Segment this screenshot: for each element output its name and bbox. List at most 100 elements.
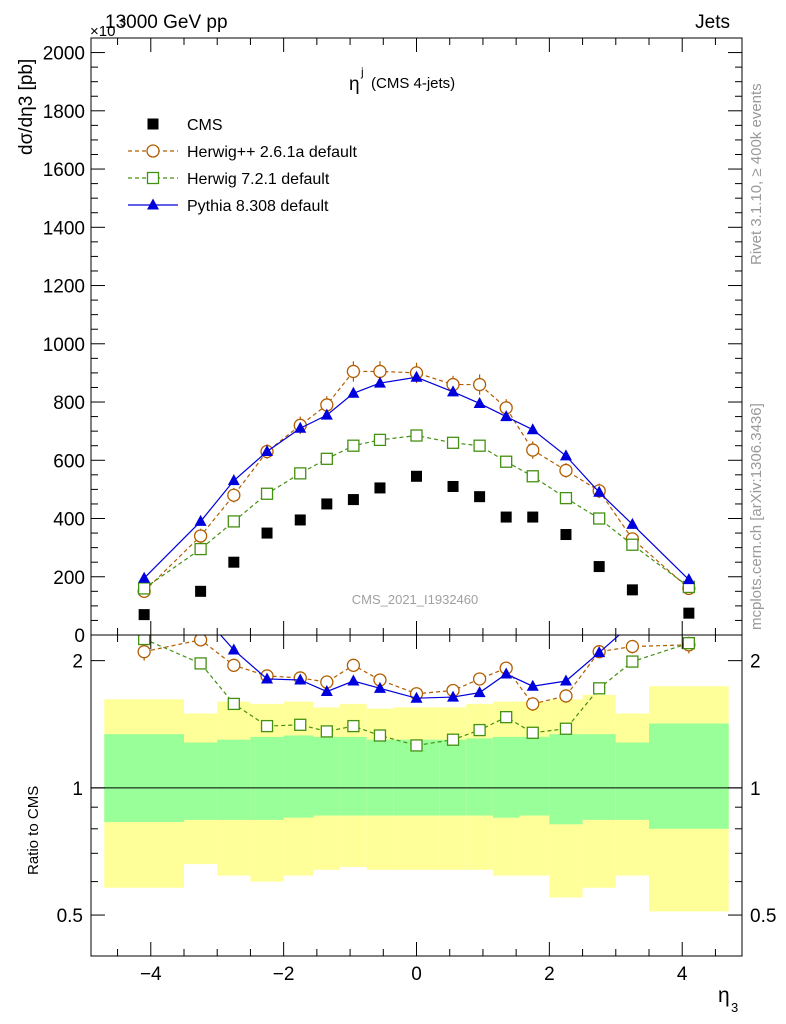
ratio-point-herwig-7-2-1-default bbox=[446, 733, 460, 746]
main-point-cms bbox=[228, 556, 240, 568]
x-tick-label: 0 bbox=[411, 964, 422, 985]
x-tick-label: 4 bbox=[677, 964, 688, 985]
ratio-point-herwig-7-2-1-default bbox=[320, 725, 333, 738]
main-point-pythia-8-308-default bbox=[410, 370, 423, 382]
main-point-herwig-2-6-1a-default bbox=[227, 488, 241, 502]
ratio-point-pythia-8-308-default bbox=[373, 681, 386, 693]
x-axis-label: η bbox=[718, 984, 730, 1007]
main-point-pythia-8-308-default bbox=[559, 449, 572, 461]
main-point-pythia-8-308-default bbox=[682, 573, 695, 585]
ratio-y-axis-label: Ratio to CMS bbox=[25, 786, 42, 875]
ratio-y-tick-label-left: 2 bbox=[72, 652, 83, 673]
main-y-tick-label: 1800 bbox=[43, 102, 85, 123]
ratio-y-tick-label-left: 1 bbox=[72, 779, 83, 800]
ratio-band-inner bbox=[649, 723, 729, 829]
ratio-point-pythia-8-308-default bbox=[526, 679, 539, 691]
legend-label-herwig-2-6-1a-default: Herwig++ 2.6.1a default bbox=[187, 144, 357, 161]
main-point-cms bbox=[261, 527, 273, 539]
legend-marker-herwig-7-2-1-default bbox=[146, 171, 160, 185]
main-point-herwig-2-6-1a-default bbox=[346, 364, 361, 379]
ratio-band-inner bbox=[492, 736, 520, 818]
main-point-pythia-8-308-default bbox=[227, 474, 240, 486]
plot-title-text: (CMS 4-jets) bbox=[371, 75, 455, 92]
main-point-pythia-8-308-default bbox=[473, 396, 486, 408]
ratio-point-herwig-7-2-1-default bbox=[137, 635, 151, 646]
ratio-y-tick-label-left: 0.5 bbox=[57, 906, 83, 927]
main-point-herwig-7-2-1-default bbox=[227, 515, 240, 528]
ratio-point-herwig-2-6-1a-default bbox=[526, 697, 540, 711]
rivet-version-label: Rivet 3.1.10, ≥ 400k events bbox=[748, 83, 765, 265]
x-tick-label: −2 bbox=[273, 964, 295, 985]
plot-title-symbol: η bbox=[349, 74, 360, 95]
ratio-point-herwig-7-2-1-default bbox=[227, 697, 240, 711]
ratio-point-pythia-8-308-default bbox=[593, 646, 606, 658]
main-point-herwig-7-2-1-default bbox=[559, 491, 573, 505]
exponent-multiplier: ×10 bbox=[90, 23, 115, 40]
main-y-tick-label: 1600 bbox=[43, 160, 85, 181]
ratio-band-inner bbox=[184, 742, 218, 820]
main-point-herwig-7-2-1-default bbox=[446, 436, 460, 449]
ratio-band-inner bbox=[217, 739, 251, 820]
ratio-point-herwig-2-6-1a-default bbox=[193, 635, 208, 647]
legend: CMS Herwig++ 2.6.1a default Herwig 7.2.1 d… bbox=[128, 117, 357, 215]
main-point-cms bbox=[411, 470, 422, 482]
ratio-point-herwig-7-2-1-default bbox=[526, 726, 539, 739]
ratio-band-inner bbox=[340, 736, 367, 816]
ratio-point-herwig-2-6-1a-default bbox=[559, 689, 573, 703]
main-point-pythia-8-308-default bbox=[320, 408, 333, 420]
ratio-y-tick-label-right: 1 bbox=[750, 779, 761, 800]
x-tick-label: −4 bbox=[140, 964, 162, 985]
ratio-point-pythia-8-308-default bbox=[320, 685, 333, 697]
ratio-point-herwig-2-6-1a-default bbox=[472, 672, 487, 686]
ratio-band-inner bbox=[393, 739, 440, 816]
ratio-point-herwig-2-6-1a-default bbox=[137, 645, 151, 659]
main-y-tick-label: 600 bbox=[53, 451, 85, 472]
ratio-point-pythia-8-308-default bbox=[500, 667, 513, 679]
energy-label: 13000 GeV pp bbox=[105, 12, 228, 33]
ratio-point-herwig-2-6-1a-default bbox=[227, 658, 241, 672]
main-point-herwig-2-6-1a-default bbox=[526, 443, 540, 457]
ratio-point-herwig-7-2-1-default bbox=[559, 722, 573, 735]
main-point-pythia-8-308-default bbox=[194, 514, 207, 526]
main-point-herwig-7-2-1-default bbox=[137, 582, 151, 595]
ratio-point-herwig-7-2-1-default bbox=[500, 710, 513, 724]
main-point-cms bbox=[195, 585, 207, 597]
main-point-pythia-8-308-default bbox=[294, 421, 307, 433]
ratio-band-inner bbox=[582, 734, 616, 820]
ratio-band-inner bbox=[439, 739, 467, 816]
main-y-tick-label: 800 bbox=[53, 393, 85, 414]
ratio-band-inner bbox=[283, 735, 314, 818]
main-point-herwig-7-2-1-default bbox=[373, 433, 387, 447]
main-point-pythia-8-308-default bbox=[526, 423, 539, 435]
ratio-point-herwig-2-6-1a-default bbox=[625, 639, 640, 654]
main-point-herwig-2-6-1a-default bbox=[472, 377, 487, 392]
ratio-point-herwig-7-2-1-default bbox=[347, 719, 360, 733]
main-point-cms bbox=[527, 511, 539, 523]
main-point-herwig-2-6-1a-default bbox=[193, 529, 208, 543]
main-point-herwig-2-6-1a-default bbox=[559, 463, 573, 478]
main-point-herwig-7-2-1-default bbox=[410, 429, 423, 442]
ratio-band-inner bbox=[615, 742, 649, 820]
main-line-herwig-2-6-1a-default bbox=[143, 370, 690, 592]
main-y-tick-label: 400 bbox=[53, 510, 85, 531]
ratio-point-pythia-8-308-default bbox=[294, 673, 307, 685]
legend-marker-cms bbox=[147, 118, 159, 130]
main-point-herwig-7-2-1-default bbox=[526, 470, 539, 483]
main-point-cms bbox=[447, 480, 459, 492]
main-point-pythia-8-308-default bbox=[138, 571, 151, 583]
ratio-point-herwig-7-2-1-default bbox=[410, 739, 423, 752]
main-point-cms bbox=[374, 482, 386, 494]
main-point-cms bbox=[294, 514, 306, 526]
main-point-herwig-7-2-1-default bbox=[260, 487, 274, 500]
ratio-point-herwig-7-2-1-default bbox=[194, 657, 207, 670]
ratio-point-herwig-7-2-1-default bbox=[260, 719, 274, 733]
ratio-point-pythia-8-308-default bbox=[347, 674, 360, 686]
main-y-tick-label: 1400 bbox=[43, 218, 85, 239]
ratio-point-pythia-8-308-default bbox=[410, 691, 423, 703]
ratio-uncertainty-bands bbox=[91, 686, 742, 912]
main-point-pythia-8-308-default bbox=[447, 385, 460, 397]
main-point-herwig-7-2-1-default bbox=[347, 439, 360, 452]
main-point-cms bbox=[593, 561, 605, 573]
main-point-cms bbox=[626, 584, 638, 596]
main-point-cms bbox=[500, 511, 512, 523]
